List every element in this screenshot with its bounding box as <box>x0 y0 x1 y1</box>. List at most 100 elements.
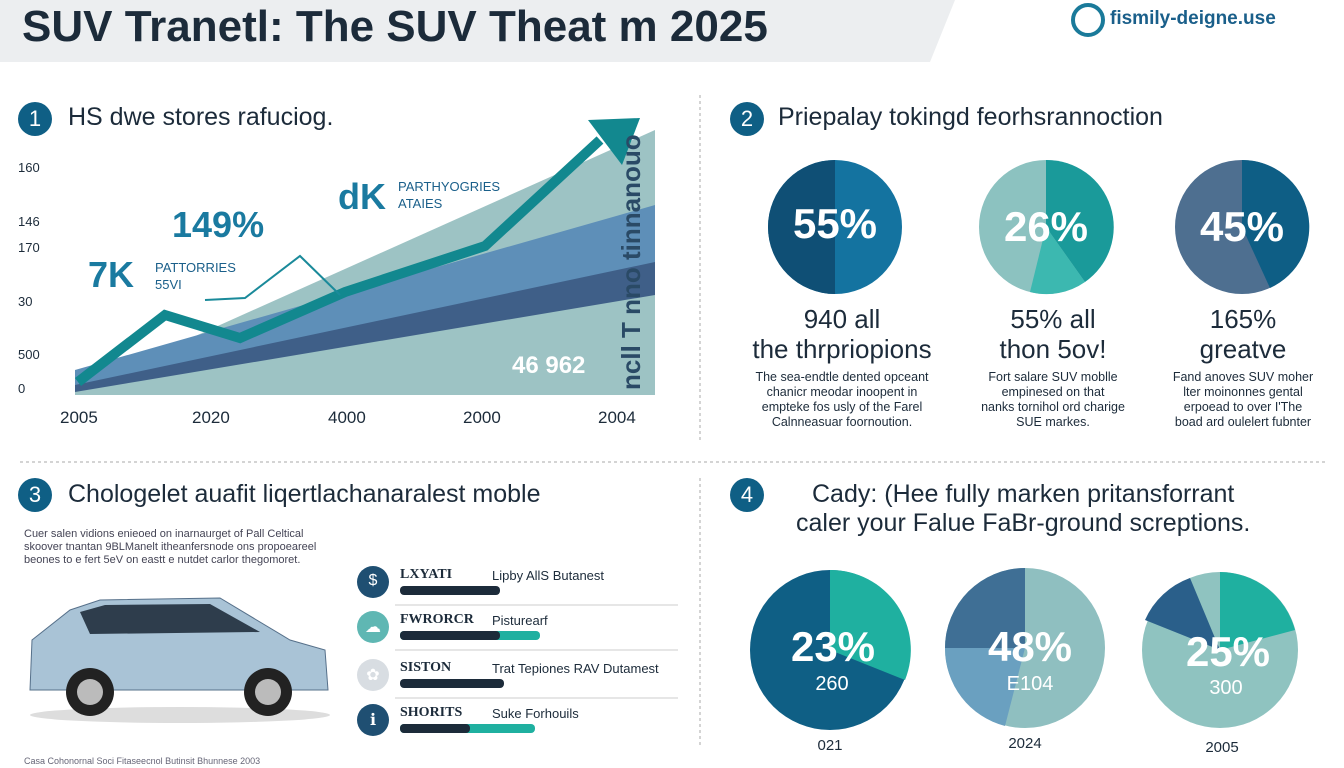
section-title: Chologelet auafit liqertlachanaralest mo… <box>68 480 541 508</box>
section-number: 4 <box>730 478 764 512</box>
pie-year: 2005 <box>1205 739 1238 756</box>
footer: Casa Cohonornal Soci Fitaseecnol Butinsi… <box>24 756 261 766</box>
header-band <box>0 0 955 62</box>
pie-label: 55% <box>793 200 877 247</box>
stat-headline: 165% <box>1209 304 1277 334</box>
pie-slice <box>1145 578 1220 650</box>
list-decor <box>357 566 678 736</box>
logo: fismily-deigne.use <box>1110 8 1276 29</box>
pie-label: 25% <box>1186 628 1270 675</box>
annotation-note: 55VI <box>155 277 182 292</box>
stat-text: empteke fos usly of the Farel <box>761 400 923 414</box>
x-label: 2004 <box>598 408 636 427</box>
pie-label: 48% <box>988 623 1072 670</box>
item-icon: $ <box>368 572 378 589</box>
item-text: Lipby AllS Butanest <box>492 568 605 583</box>
stat-headline: the thrpriopions <box>752 334 932 364</box>
stat-headline: thon 5ov! <box>999 334 1107 364</box>
section-number: 3 <box>18 478 52 512</box>
title-line: Cady: (Hee fully marken pritansforrant <box>811 480 1235 508</box>
pie-slice <box>830 569 911 680</box>
paragraph-line: beones to e fert 5eV on eastt e nutdet c… <box>24 554 301 566</box>
item-label: FWRORCR <box>400 612 474 627</box>
stat-text: Fand anoves SUV moher <box>1172 370 1314 384</box>
annotation-note: PATTORRIES <box>155 260 236 275</box>
pie-year: 2024 <box>1008 735 1041 752</box>
item-label: SHORITS <box>400 705 463 720</box>
annotation-note: PARTHYOGRIES ATAIES <box>398 178 500 212</box>
y-label: 500 <box>18 347 40 362</box>
x-label: 2005 <box>60 408 98 427</box>
pie-slice <box>1046 159 1114 282</box>
item-icon: ℹ <box>369 712 377 729</box>
y-label: 0 <box>18 381 26 396</box>
pie-slice <box>945 568 1025 648</box>
pie-slice <box>1030 227 1085 295</box>
annotation: 46 962 <box>512 352 586 379</box>
pie-sub: E104 <box>1007 673 1054 695</box>
pie-slice <box>1220 572 1295 650</box>
pie-sub: 260 <box>815 673 848 695</box>
y-label: 30 <box>18 294 33 309</box>
item-label: LXYATI <box>400 567 453 582</box>
vertical-text: ncll T nno tinnanouo <box>616 134 646 390</box>
annotation-line <box>204 254 341 301</box>
stat-text: Fort salare SUV moblle <box>988 370 1118 384</box>
pie-slice <box>944 648 1025 726</box>
annotation: 7K <box>88 254 135 295</box>
title-line: caler your Falue FaBr-ground screptions. <box>796 509 1251 537</box>
x-label: 2020 <box>192 408 230 427</box>
stat-text: chanicr meodar inoopent in <box>766 385 918 399</box>
annotation: 149% <box>172 204 265 245</box>
pie-slice <box>1242 159 1310 288</box>
annotation-note: ATAIES <box>398 196 443 211</box>
car <box>29 597 330 723</box>
item-text: Pisturearf <box>492 613 548 628</box>
x-label: 4000 <box>328 408 366 427</box>
annotation: dK <box>338 176 386 217</box>
pie-sub: 300 <box>1209 677 1242 699</box>
x-label: 2000 <box>463 408 501 427</box>
stat-text: The sea-endtle dented opceant <box>755 370 929 384</box>
paragraph-line: Cuer salen vidions enieoed on inarnaurge… <box>24 528 304 540</box>
stat-text: Calnneasuar foornoution. <box>771 415 913 429</box>
pie-slice <box>768 160 835 294</box>
item-text: Suke Forhouils <box>492 706 579 721</box>
pie-label: 23% <box>791 623 875 670</box>
pie-label: 26% <box>1004 203 1088 250</box>
paragraph: Cuer salen vidions enieoed on inarnaurge… <box>24 528 316 567</box>
stat-text: SUE markes. <box>1016 415 1090 429</box>
y-label: 170 <box>18 240 40 255</box>
item-icon: ☁ <box>365 619 381 636</box>
stat-headline: 55% all <box>1010 304 1096 334</box>
annotation-note: PARTHYOGRIES <box>398 179 501 194</box>
stat-text: boad ard oulelert fubnter <box>1174 415 1312 429</box>
stat-text: nanks tornihol ord charige <box>981 400 1125 414</box>
section-number: 1 <box>18 102 52 136</box>
pie-year: 021 <box>817 737 842 754</box>
annotation-note: PATTORRIES 55VI <box>155 259 236 293</box>
item-text: Trat Tepiones RAV Dutamest <box>492 661 659 676</box>
section-number: 2 <box>730 102 764 136</box>
area <box>75 205 655 390</box>
stat-headline: greatve <box>1199 334 1287 364</box>
section-title: Priepalay tokingd feorhsrannoction <box>778 103 1163 131</box>
area <box>75 262 655 392</box>
arrow <box>588 118 640 165</box>
logo-icon <box>1071 3 1105 37</box>
title: SUV Tranetl: The SUV Theat m 2025 <box>22 2 768 51</box>
item-label: SISTON <box>400 660 452 675</box>
stat-text: erpoead to over I'The <box>1183 400 1303 414</box>
section-title: HS dwe stores rafuciog. <box>68 103 334 131</box>
y-label: 160 <box>18 160 40 175</box>
paragraph-line: skoover tnantan 9BLManelt itheanfersnode… <box>24 541 317 553</box>
trend-line <box>74 136 604 386</box>
section-title: Cady: (Hee fully marken pritansforrant ca… <box>796 480 1250 538</box>
stat-headline: 940 all <box>803 304 881 334</box>
pie-label: 45% <box>1200 203 1284 250</box>
stat-text: lter moinonnes gental <box>1183 385 1303 399</box>
y-label: 146 <box>18 214 40 229</box>
item-icon: ✿ <box>366 667 380 684</box>
